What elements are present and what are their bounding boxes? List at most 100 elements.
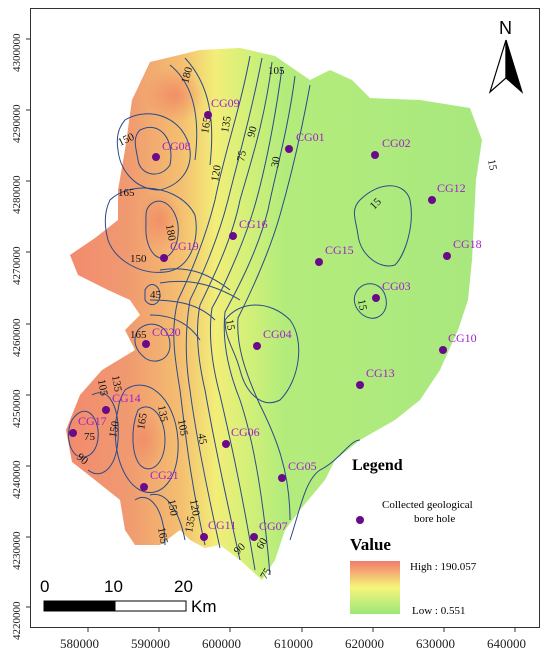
contour-label: 120 [187,498,202,517]
bore-hole-cg10[interactable]: CG10 [439,331,477,354]
contour-label: 120 [209,164,224,183]
contour-label: 45 [195,432,209,445]
bore-hole-cg02[interactable]: CG02 [371,136,411,159]
x-tick-label: 610000 [274,636,313,651]
value-title: Value [350,535,391,554]
bore-hole-cg16[interactable]: CG16 [229,217,268,240]
bore-label-cg12: CG12 [437,181,466,195]
bore-label-cg19: CG19 [170,239,199,253]
contour-label: 165 [130,329,147,341]
y-tick-labels: 4220000 4230000 4240000 4250000 4260000 … [11,33,23,640]
y-tick-label: 4260000 [11,318,23,357]
bore-label-cg11: CG11 [208,518,236,532]
contour-label: 135 [219,115,234,134]
value-low-label: Low : 0.551 [412,605,465,617]
contour-label: 30 [269,155,283,168]
y-tick-label: 4220000 [11,601,23,640]
contour-label: 135 [155,404,170,423]
contour-label: 15 [355,298,369,311]
bore-label-cg07: CG07 [259,519,288,533]
bore-hole-cg04[interactable]: CG04 [253,327,292,350]
x-tick-labels: 580000 590000 600000 610000 620000 63000… [60,636,526,651]
legend-marker-label-line1: Collected geological [382,499,473,511]
bore-label-cg09: CG09 [211,96,240,110]
hotspot-north [145,67,205,123]
contour-label: 135 [183,515,198,534]
bore-label-cg08: CG08 [162,139,191,153]
bore-label-cg06: CG06 [231,425,260,439]
contour-label: 15 [485,158,499,171]
bore-hole-cg20[interactable]: CG20 [142,325,181,348]
bore-label-cg21: CG21 [150,468,179,482]
bore-hole-cg14[interactable]: CG14 [102,391,141,414]
contour-label: 150 [107,420,122,439]
scale-label-10: 10 [104,577,123,596]
contour-label: 165 [135,412,150,431]
legend-title: Legend [352,457,403,474]
bore-holes: CG01 CG02 CG03 CG04 CG05 CG06 CG07 CG08 … [69,96,482,541]
contour-label: 150 [165,498,180,517]
bore-label-cg16: CG16 [239,217,268,231]
bore-label-cg05: CG05 [288,459,317,473]
bore-hole-cg19[interactable]: CG19 [160,239,199,262]
value-high-label: High : 190.057 [410,561,477,573]
value-color-ramp [350,561,400,614]
north-label: N [499,18,512,38]
bore-hole-cg11[interactable]: CG11 [200,518,236,541]
bore-label-cg15: CG15 [325,243,354,257]
y-tick-label: 4230000 [11,531,23,570]
contour-label: 75 [84,431,96,443]
north-arrow-icon: N [488,18,524,94]
bore-hole-cg08[interactable]: CG08 [152,139,191,161]
y-axis [26,38,30,608]
contour-label: 105 [175,418,190,437]
y-tick-label: 4290000 [11,104,23,143]
bore-hole-cg12[interactable]: CG12 [428,181,466,204]
bore-label-cg14: CG14 [112,391,141,405]
bore-hole-cg21[interactable]: CG21 [140,468,179,491]
bore-hole-cg17[interactable]: CG17 [69,414,107,437]
contour-label: 15 [223,318,237,331]
contour-lines [68,55,412,576]
x-tick-label: 630000 [416,636,455,651]
y-tick-label: 4300000 [11,33,23,72]
contour-label: 180 [163,223,178,242]
bore-hole-cg15[interactable]: CG15 [315,243,354,266]
contour-label: 135 [109,374,124,393]
y-tick-label: 4270000 [11,246,23,285]
x-axis [87,628,516,632]
bore-label-cg20: CG20 [152,325,181,339]
bore-hole-cg06[interactable]: CG06 [222,425,260,448]
contour-label: 165 [199,116,214,135]
bore-hole-cg09[interactable]: CG09 [204,96,240,119]
legend-marker-icon [356,516,364,524]
bore-label-cg01: CG01 [296,130,325,144]
bore-label-cg13: CG13 [366,366,395,380]
contour-label: 165 [155,526,170,545]
contour-label: 165 [118,187,135,199]
bore-hole-cg13[interactable]: CG13 [356,366,395,389]
contour-label: 75 [235,149,249,162]
y-tick-label: 4240000 [11,460,23,499]
bore-label-cg17: CG17 [78,414,107,428]
legend-marker-label-line2: bore hole [414,513,455,525]
x-tick-label: 600000 [202,636,241,651]
contour-label: 150 [130,253,147,265]
bore-hole-cg18[interactable]: CG18 [443,237,482,260]
contour-label: 105 [95,378,110,397]
bore-hole-cg07[interactable]: CG07 [250,519,288,541]
bore-hole-cg05[interactable]: CG05 [278,459,317,482]
bore-label-cg18: CG18 [453,237,482,251]
bore-label-cg02: CG02 [382,136,411,150]
bore-hole-cg03[interactable]: CG03 [372,279,411,302]
contour-label: 45 [150,289,162,301]
scale-label-0: 0 [40,577,49,596]
x-tick-label: 640000 [487,636,526,651]
legend: Legend Collected geological bore hole Va… [350,457,477,617]
bore-hole-cg01[interactable]: CG01 [285,130,325,153]
scale-label-20: 20 [174,577,193,596]
y-tick-label: 4250000 [11,389,23,428]
bore-label-cg10: CG10 [448,331,477,345]
hotspot-cg19 [138,190,182,250]
